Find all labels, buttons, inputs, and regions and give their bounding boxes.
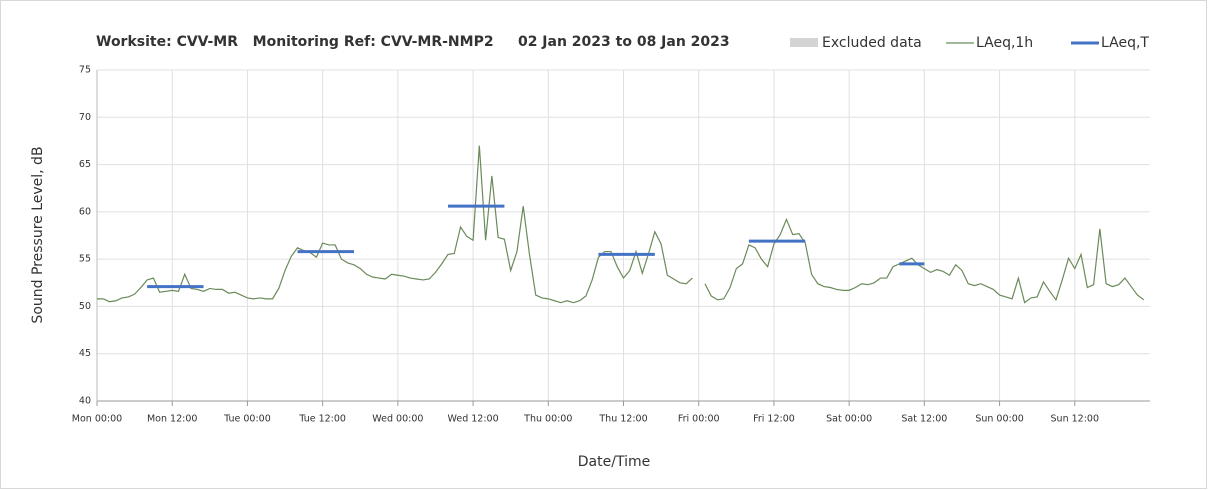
x-tick-label: Wed 12:00: [448, 414, 499, 425]
y-tick-label: 70: [79, 112, 91, 123]
series-line: [97, 145, 1145, 304]
x-tick-label: Tue 12:00: [298, 414, 346, 425]
y-axis-label: Sound Pressure Level, dB: [30, 146, 46, 323]
legend-label: Excluded data: [822, 35, 922, 51]
x-tick-label: Fri 12:00: [753, 414, 795, 425]
y-tick-label: 65: [79, 159, 91, 170]
y-tick-label: 45: [79, 348, 91, 359]
y-tick-label: 60: [79, 206, 91, 217]
x-tick-label: Sat 12:00: [901, 414, 947, 425]
y-tick-label: 55: [79, 254, 91, 265]
x-tick-label: Wed 00:00: [372, 414, 423, 425]
x-tick-label: Sun 00:00: [975, 414, 1023, 425]
x-tick-label: Tue 00:00: [223, 414, 271, 425]
x-tick-label: Sat 00:00: [826, 414, 872, 425]
x-tick-label: Thu 12:00: [598, 414, 647, 425]
x-tick-label: Mon 12:00: [147, 414, 197, 425]
y-tick-label: 75: [79, 65, 91, 76]
x-tick-label: Thu 00:00: [523, 414, 572, 425]
chart-title: Worksite: CVV-MR Monitoring Ref: CVV-MR-…: [96, 34, 730, 50]
legend-label: LAeq,1h: [976, 35, 1033, 51]
y-tick-label: 50: [79, 301, 91, 312]
y-tick-label: 40: [79, 396, 91, 407]
series-line: [147, 204, 925, 289]
x-tick-label: Fri 00:00: [678, 414, 720, 425]
legend-swatch: [790, 38, 818, 47]
x-tick-label: Sun 12:00: [1051, 414, 1099, 425]
legend-label: LAeq,T: [1101, 35, 1149, 51]
x-axis-label: Date/Time: [578, 454, 650, 470]
x-tick-label: Mon 00:00: [72, 414, 122, 425]
